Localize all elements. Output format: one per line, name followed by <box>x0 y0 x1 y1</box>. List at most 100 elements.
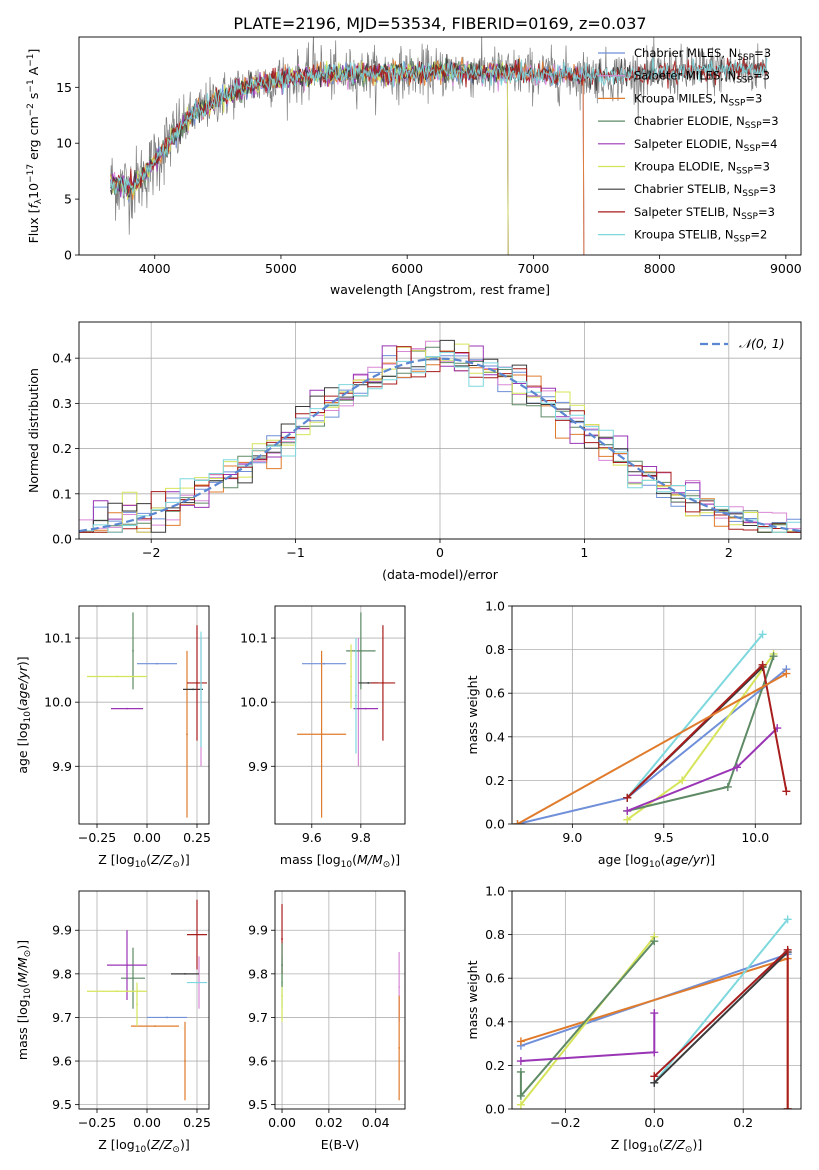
weight_vs_age-marker <box>758 660 767 669</box>
spectrum-xtick-label: 9000 <box>770 261 802 276</box>
age_vs_mass-point <box>323 662 325 665</box>
residuals-xtick-label: 1 <box>580 545 588 560</box>
weight_vs_age-xlabel-part: age [log <box>598 852 649 867</box>
mass_vs_Z-ytick-label: 9.6 <box>52 1054 72 1069</box>
spectrum-xtick-label: 4000 <box>139 261 171 276</box>
age_vs_Z-ylabel-part: ( <box>15 706 30 711</box>
age_vs_Z-ylabel-part: )] <box>15 656 30 666</box>
legend-label-part: SSP <box>745 121 762 131</box>
weight_vs_age-series-line <box>626 633 764 799</box>
legend-label-part: SSP <box>742 189 759 199</box>
residuals-ytick-label: 0.0 <box>52 532 72 547</box>
age_vs_Z-point <box>192 688 194 691</box>
legend-label-part: SSP <box>737 53 754 63</box>
mass_vs_ebv-ytick-label: 9.6 <box>248 1054 268 1069</box>
mass_vs_Z-point <box>132 977 134 980</box>
mass_vs_Z-xlabel-part: ( <box>146 1137 151 1152</box>
spectrum-ytick-label: 5 <box>64 192 72 207</box>
weight_vs_Z-xlabel-part: ⊙ <box>685 1145 693 1155</box>
age_vs_Z-ylabel-part: 10 <box>23 711 33 723</box>
mass_vs_Z-ylabel-part: ⊙ <box>23 950 33 958</box>
age_vs_mass-point <box>367 682 370 684</box>
spectrum-ylabel: Flux [fλ10−17 erg cm−2 s−1 A−1] <box>26 49 44 244</box>
age_vs_mass-point <box>355 694 357 697</box>
mass_vs_Z-point <box>196 981 198 984</box>
age_vs_Z-xlabel: Z [log10(Z/Z⊙)] <box>98 852 189 870</box>
age_vs_Z-xlabel-part: ⊙ <box>172 860 180 870</box>
mass_vs_Z-ylabel-part: 10 <box>23 988 33 1000</box>
age_vs_Z-ytick-label: 9.9 <box>52 759 72 774</box>
mass_vs_ebv-xlabel: E(B-V) <box>321 1137 360 1152</box>
mass_vs_ebv-ytick-label: 9.8 <box>248 966 268 981</box>
age_vs_Z-ylabel: age [log10(age/yr)] <box>15 656 33 773</box>
mass_vs_ebv-xtick-label: 0.00 <box>268 1115 296 1130</box>
mass_vs_Z-xlabel-part: 10 <box>135 1145 147 1155</box>
weight_vs_Z-marker <box>650 1048 659 1057</box>
weight_vs_Z-marker <box>516 1057 525 1066</box>
legend-label-part: =3 <box>753 160 770 174</box>
age_vs_mass-xlabel-part: ( <box>352 852 357 867</box>
weight_vs_age-ytick-label: 0.6 <box>485 686 505 701</box>
mass_vs_Z-xtick-label: 0.00 <box>133 1115 161 1130</box>
spectrum-ylabel-part: λ <box>34 198 44 204</box>
weight_vs_Z-marker <box>516 1100 525 1109</box>
weight_vs_Z-marker <box>650 1009 659 1018</box>
age_vs_Z-point <box>132 649 134 652</box>
age_vs_mass-ytick-label: 10.1 <box>240 631 268 646</box>
legend-label-part: SSP <box>741 212 758 222</box>
weight_vs_age-xlabel-part: )] <box>705 852 715 867</box>
spectrum-ytick-label: 0 <box>64 248 72 263</box>
age_vs_mass-point <box>357 701 360 704</box>
weight_vs_Z-ytick-label: 0.4 <box>485 1014 505 1029</box>
age_vs_Z-xlabel-part: )] <box>180 852 190 867</box>
mass_vs_ebv-point <box>281 964 283 967</box>
weight_vs_age-series-line <box>517 672 787 824</box>
residuals-ytick-label: 0.1 <box>52 486 72 501</box>
mass_vs_Z-point <box>184 1060 186 1062</box>
weight_vs_Z-ylabel: mass weight <box>465 960 480 1039</box>
weight_vs_age-ytick-label: 0.4 <box>485 729 505 744</box>
weight_vs_age-ytick-label: 0.0 <box>485 817 505 832</box>
mass_vs_Z-xlabel-part: ⊙ <box>172 1145 180 1155</box>
legend-label-part: Kroupa MILES, N <box>634 91 729 105</box>
weight_vs_Z-frame <box>511 890 802 1110</box>
age_vs_mass-ytick-label: 10.0 <box>240 695 268 710</box>
spectrum-xtick-label: 7000 <box>517 261 549 276</box>
spectrum-ylabel-part: −1 <box>26 53 36 66</box>
spectrum-ylabel-part: 10 <box>26 183 41 199</box>
weight_vs_Z-xtick-label: 0.0 <box>644 1115 664 1130</box>
residuals-ytick-label: 0.3 <box>52 396 72 411</box>
legend-label-part: Kroupa ELODIE, N <box>634 160 736 174</box>
mass_vs_Z-xlabel-part: Z/Z <box>150 1137 173 1152</box>
weight_vs_Z-ytick-label: 0.2 <box>485 1058 505 1073</box>
weight_vs_Z-marker <box>783 1105 792 1109</box>
residuals-xtick-label: 2 <box>725 545 733 560</box>
weight_vs_Z-xlabel-part: Z/Z <box>663 1137 686 1152</box>
legend-label-part: SSP <box>736 167 753 177</box>
age_vs_mass-point <box>320 733 323 736</box>
weight_vs_Z-xtick-label: −0.2 <box>550 1115 580 1130</box>
age_vs_mass-xlabel-part: mass [log <box>280 852 341 867</box>
weight_vs_age-marker <box>623 806 632 815</box>
weight_vs_Z-series-line <box>653 947 789 1109</box>
legend-label-part: Chabrier ELODIE, N <box>634 114 745 128</box>
legend-label-part: SSP <box>736 76 753 86</box>
age_vs_Z-xlabel-part: ( <box>146 852 151 867</box>
spectrum-ylabel-part: A <box>26 66 41 79</box>
legend-label: Kroupa MILES, NSSP=3 <box>634 91 762 108</box>
weight_vs_Z-ytick-label: 1.0 <box>485 884 505 899</box>
legend-label: Salpeter ELODIE, NSSP=4 <box>634 137 777 154</box>
age_vs_mass-point <box>350 675 352 678</box>
weight_vs_age-xlabel: age [log10(age/yr)] <box>598 852 715 870</box>
legend-label: Chabrier ELODIE, NSSP=3 <box>634 114 779 131</box>
mass_vs_ebv-point <box>281 938 283 940</box>
spectrum-ylabel-part: Flux [ <box>26 209 41 244</box>
age_vs_Z-xtick-label: −0.25 <box>78 830 116 845</box>
legend-label-part: =3 <box>754 46 771 60</box>
mass_vs_Z-ylabel-part: mass [log <box>15 999 30 1060</box>
legend-label-part: =3 <box>745 91 762 105</box>
mass_vs_Z-point <box>126 964 128 967</box>
weight_vs_Z-marker <box>783 945 792 954</box>
weight_vs_Z-marker <box>516 1067 525 1076</box>
